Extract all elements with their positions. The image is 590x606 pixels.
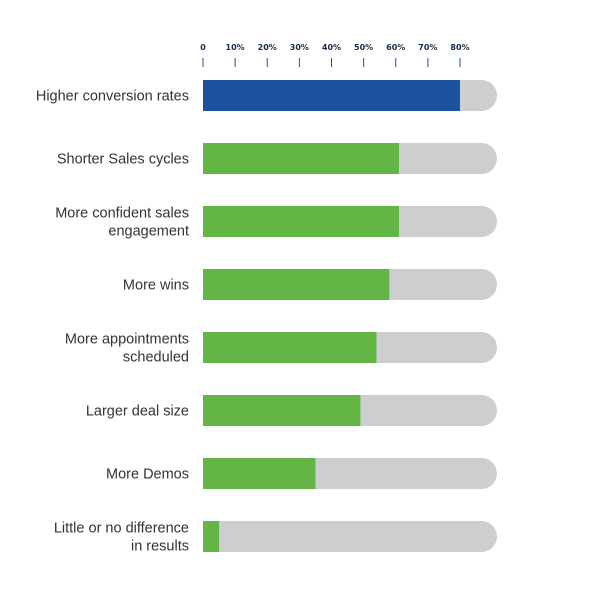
bars [203,80,497,552]
x-axis-ticks: 0 10% 20% 30% 40% 50% 60% 70% 80% [200,43,470,67]
bar [203,269,390,300]
x-tick-label: 60% [386,43,405,52]
x-tick-label: 10% [226,43,245,52]
x-tick-label: 20% [258,43,277,52]
x-tick-label: 0 [200,43,206,52]
category-label: in results [131,539,189,555]
category-label: More confident sales [55,206,189,222]
category-label: More appointments [65,332,189,348]
category-label: Shorter Sales cycles [57,152,189,168]
category-labels: Higher conversion rates Shorter Sales cyc… [36,89,189,555]
bar [203,521,220,552]
category-label: engagement [108,224,189,240]
bar [203,206,399,237]
category-label: Little or no difference [54,521,189,537]
x-tick-label: 70% [418,43,437,52]
category-label: More Demos [106,467,189,483]
bar [203,395,361,426]
category-label: Larger deal size [86,404,189,420]
bar [203,332,377,363]
category-label: Higher conversion rates [36,89,189,105]
x-tick-label: 40% [322,43,341,52]
x-tick-label: 50% [354,43,373,52]
bar-track [203,521,497,552]
bar [203,458,316,489]
bar [203,80,460,111]
x-tick-label: 80% [450,43,469,52]
category-label: scheduled [123,350,189,366]
x-tick-label: 30% [290,43,309,52]
category-label: More wins [123,278,189,294]
bar [203,143,399,174]
